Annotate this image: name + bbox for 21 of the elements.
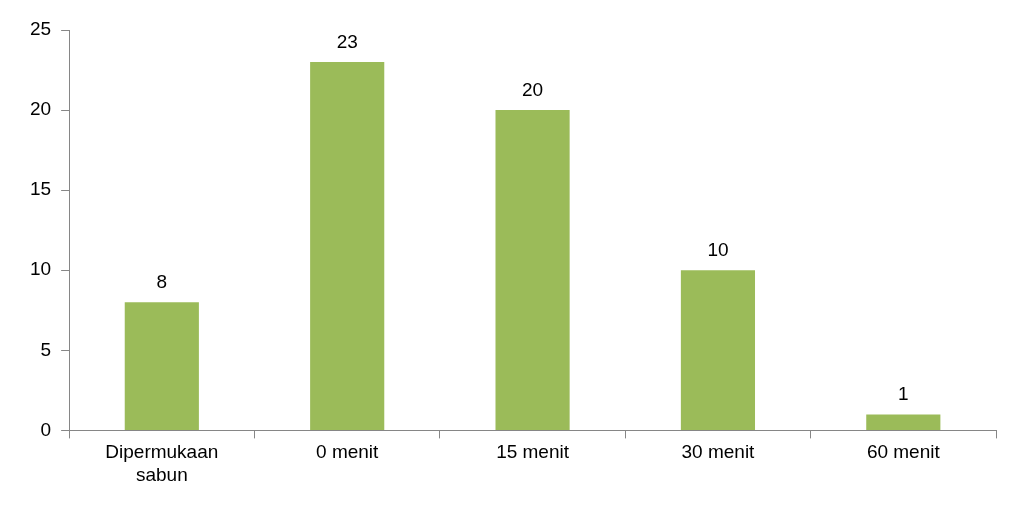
y-tick-label: 0	[40, 418, 52, 440]
data-label: 10	[707, 238, 729, 260]
data-label: 23	[336, 30, 358, 52]
bar	[310, 62, 385, 430]
x-tick-label: 15 menit	[496, 441, 570, 463]
bar	[124, 302, 199, 430]
y-tick-label: 15	[29, 178, 52, 200]
y-tick-label: 10	[29, 258, 52, 280]
x-tick-label: Dipermukaan sabun	[105, 441, 219, 485]
bar	[680, 270, 756, 430]
data-label: 1	[898, 383, 909, 405]
x-tick-label: 60 menit	[866, 441, 941, 463]
y-tick-label: 5	[40, 338, 52, 360]
y-tick-label: 20	[29, 98, 52, 120]
x-tick-label: 0 menit	[316, 441, 380, 463]
data-label: 8	[156, 271, 168, 293]
bar	[495, 110, 570, 430]
bar	[866, 414, 941, 430]
x-tick-label: 30 menit	[681, 441, 756, 463]
y-tick-label: 25	[29, 18, 52, 40]
data-label: 20	[522, 78, 544, 100]
